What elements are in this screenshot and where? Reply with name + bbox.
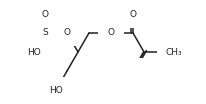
Text: O: O [41, 10, 48, 19]
Text: S: S [42, 28, 48, 37]
Text: HO: HO [49, 86, 63, 95]
Text: CH₃: CH₃ [166, 48, 183, 56]
Text: O: O [63, 28, 70, 37]
Text: O: O [130, 10, 137, 19]
Text: O: O [108, 28, 115, 37]
Text: O: O [41, 47, 48, 56]
Text: HO: HO [27, 48, 41, 56]
